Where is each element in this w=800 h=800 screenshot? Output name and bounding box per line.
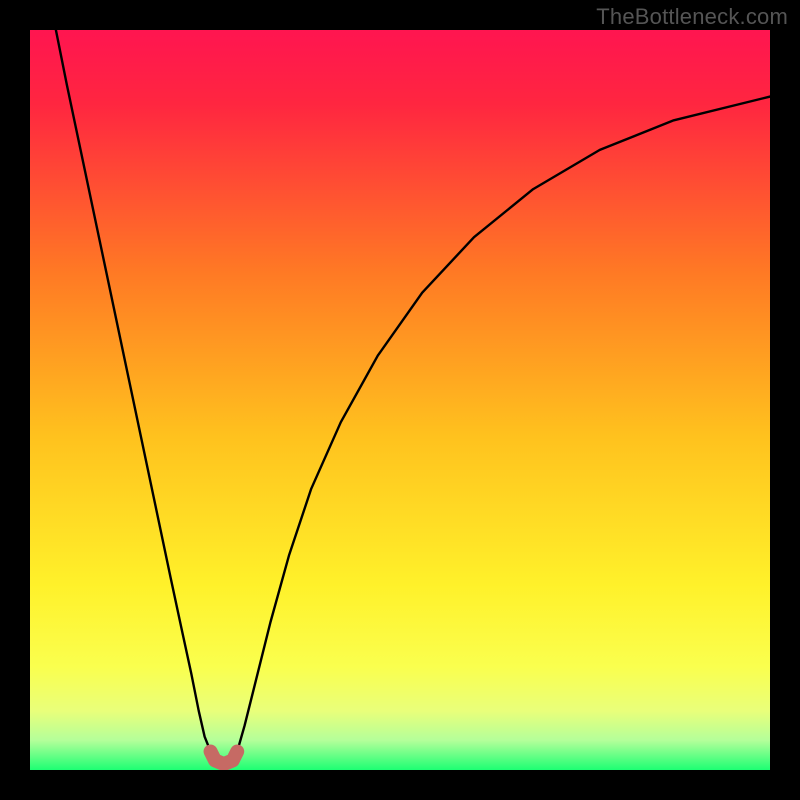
chart-container: TheBottleneck.com — [0, 0, 800, 800]
watermark-text: TheBottleneck.com — [596, 4, 788, 30]
chart-background — [30, 30, 770, 770]
chart-plot — [30, 30, 770, 770]
